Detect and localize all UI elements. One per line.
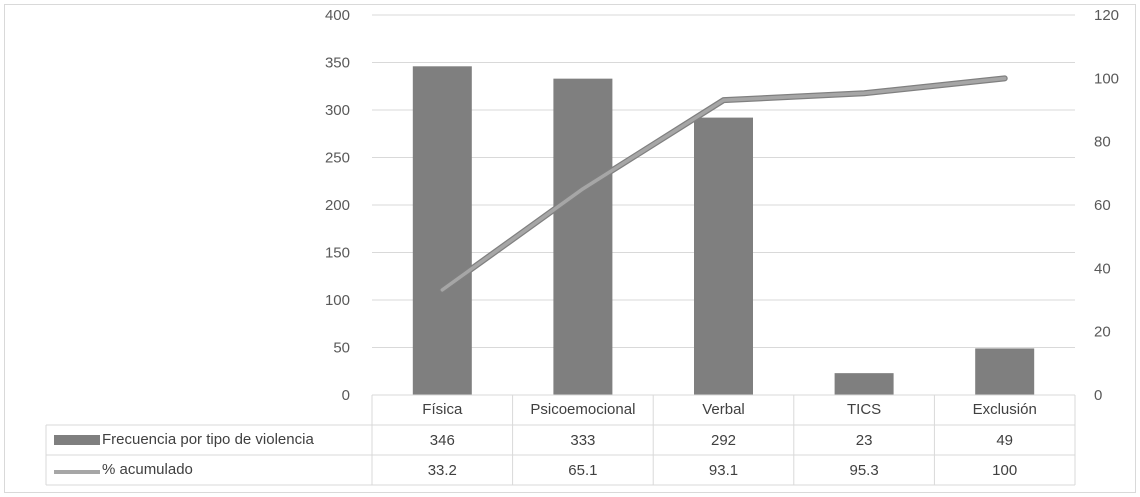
y-right-tick-label: 120 (1094, 7, 1119, 24)
y-right-tick-label: 0 (1094, 387, 1102, 404)
category-label: Física (422, 401, 463, 418)
table-cell-value: 100 (992, 462, 1017, 479)
cumulative-line (440, 76, 1007, 292)
y-right-tick-label: 100 (1094, 70, 1119, 87)
y-left-tick-label: 100 (325, 292, 350, 309)
chart-frame (4, 4, 1136, 493)
category-label: Exclusión (973, 401, 1037, 418)
table-cell-value: 23 (856, 432, 873, 449)
y-left-tick-label: 350 (325, 55, 350, 72)
y-right-tick-label: 20 (1094, 324, 1111, 341)
table-cell-value: 49 (996, 432, 1013, 449)
y-left-tick-label: 150 (325, 245, 350, 262)
legend-label-bars: Frecuencia por tipo de violencia (102, 431, 314, 448)
table-cell-value: 33.2 (428, 462, 457, 479)
table-cell-value: 95.3 (849, 462, 878, 479)
table-cell-value: 93.1 (709, 462, 738, 479)
y-left-tick-label: 200 (325, 197, 350, 214)
y-right-tick-label: 80 (1094, 134, 1111, 151)
table-cell-value: 333 (570, 432, 595, 449)
table-cell-value: 292 (711, 432, 736, 449)
table-cell-value: 346 (430, 432, 455, 449)
bar-1 (553, 78, 613, 396)
y-right-tick-label: 40 (1094, 260, 1111, 277)
bar-2 (694, 117, 753, 395)
y-left-tick-label: 300 (325, 102, 350, 119)
bar-4 (975, 348, 1035, 395)
y-left-tick-label: 50 (333, 340, 350, 357)
y-left-tick-label: 0 (342, 387, 350, 404)
y-left-tick-label: 250 (325, 150, 350, 167)
table-cell-value: 65.1 (568, 462, 597, 479)
bar-0 (412, 66, 472, 396)
y-left-tick-label: 400 (325, 7, 350, 24)
legend-label-line: % acumulado (102, 461, 193, 478)
category-label: Verbal (702, 401, 745, 418)
category-label: Psicoemocional (530, 401, 635, 418)
y-right-tick-label: 60 (1094, 197, 1111, 214)
legend-key-bars (54, 435, 100, 445)
category-label: TICS (847, 401, 881, 418)
bar-3 (834, 373, 894, 395)
